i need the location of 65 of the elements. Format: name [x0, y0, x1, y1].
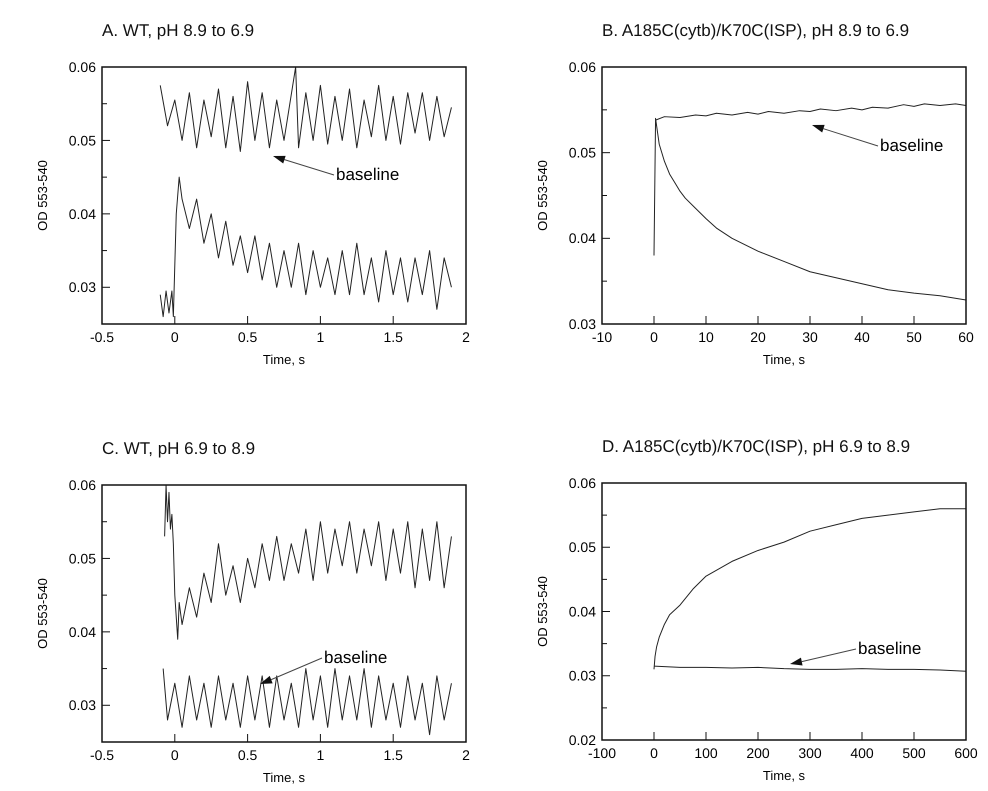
x-tick-label: 1: [316, 329, 324, 345]
x-tick-label: 30: [802, 329, 818, 345]
y-tick-label: 0.05: [568, 144, 596, 161]
y-tick-label: 0.06: [568, 58, 596, 75]
x-tick-label: 60: [958, 329, 974, 345]
y-tick-label: 0.02: [568, 732, 596, 748]
y-tick-label: 0.06: [568, 474, 596, 491]
y-axis-title: OD 553-540: [535, 160, 550, 231]
y-tick-label: 0.03: [568, 316, 596, 332]
y-tick-label: 0.05: [568, 539, 596, 556]
y-tick-label: 0.06: [68, 476, 96, 493]
x-tick-label: 600: [954, 745, 978, 761]
x-tick-label: 0: [650, 329, 658, 345]
y-tick-label: 0.03: [568, 668, 596, 684]
line-series: [162, 668, 452, 736]
x-tick-label: 1.5: [383, 329, 404, 345]
annotation: baseline: [324, 648, 388, 667]
y-tick-label: 0.04: [568, 603, 596, 620]
x-tick-label: -0.5: [90, 329, 114, 345]
x-axis-title: Time, s: [262, 770, 306, 785]
x-tick-label: 200: [746, 745, 770, 761]
x-axis-title: Time, s: [762, 352, 806, 367]
line-series: [164, 484, 452, 640]
x-tick-label: 20: [750, 329, 766, 345]
chart-title: A. WT, pH 8.9 to 6.9: [102, 21, 254, 40]
x-tick-label: 1.5: [383, 747, 404, 763]
x-axis-title: Time, s: [262, 352, 306, 367]
annotation: baseline: [880, 136, 944, 155]
x-tick-label: 0: [170, 329, 179, 345]
x-tick-label: 0.5: [238, 329, 258, 345]
x-tick-label: 100: [694, 745, 718, 761]
x-tick-label: 300: [798, 745, 822, 761]
x-tick-label: -0.5: [90, 747, 114, 763]
x-tick-label: 1: [316, 747, 324, 763]
x-tick-label: -10: [592, 329, 612, 345]
x-tick-label: 40: [854, 329, 870, 345]
y-tick-label: 0.04: [68, 624, 96, 640]
x-tick-label: 400: [850, 745, 874, 761]
x-tick-label: 10: [698, 329, 714, 345]
line-series: [160, 66, 452, 152]
y-tick-label: 0.03: [68, 279, 96, 296]
x-tick-label: 2: [462, 329, 470, 345]
y-tick-label: 0.04: [568, 230, 596, 246]
line-series: [654, 508, 966, 670]
x-tick-label: 500: [902, 745, 926, 761]
x-tick-label: 0.5: [238, 747, 258, 763]
y-axis-title: OD 553-540: [535, 576, 550, 647]
chart-title: D. A185C(cytb)/K70C(ISP), pH 6.9 to 8.9: [602, 437, 910, 456]
y-tick-label: 0.05: [68, 132, 96, 148]
y-tick-label: 0.03: [68, 697, 96, 714]
y-tick-label: 0.04: [68, 206, 96, 222]
annotation: baseline: [858, 639, 922, 658]
annotation: baseline: [336, 165, 400, 184]
x-tick-label: 0: [170, 747, 179, 763]
chart-title: B. A185C(cytb)/K70C(ISP), pH 8.9 to 6.9: [602, 21, 910, 40]
y-axis-title: OD 553-540: [35, 160, 50, 231]
y-tick-label: 0.06: [68, 58, 96, 75]
x-tick-label: 2: [462, 747, 470, 763]
x-tick-label: 50: [906, 329, 922, 345]
y-tick-label: 0.05: [68, 550, 96, 566]
x-axis-title: Time, s: [762, 768, 806, 783]
y-axis-title: OD 553-540: [35, 578, 50, 649]
x-tick-label: -100: [588, 745, 616, 761]
x-tick-label: 0: [650, 745, 658, 761]
chart-title: C. WT, pH 6.9 to 8.9: [102, 439, 256, 458]
